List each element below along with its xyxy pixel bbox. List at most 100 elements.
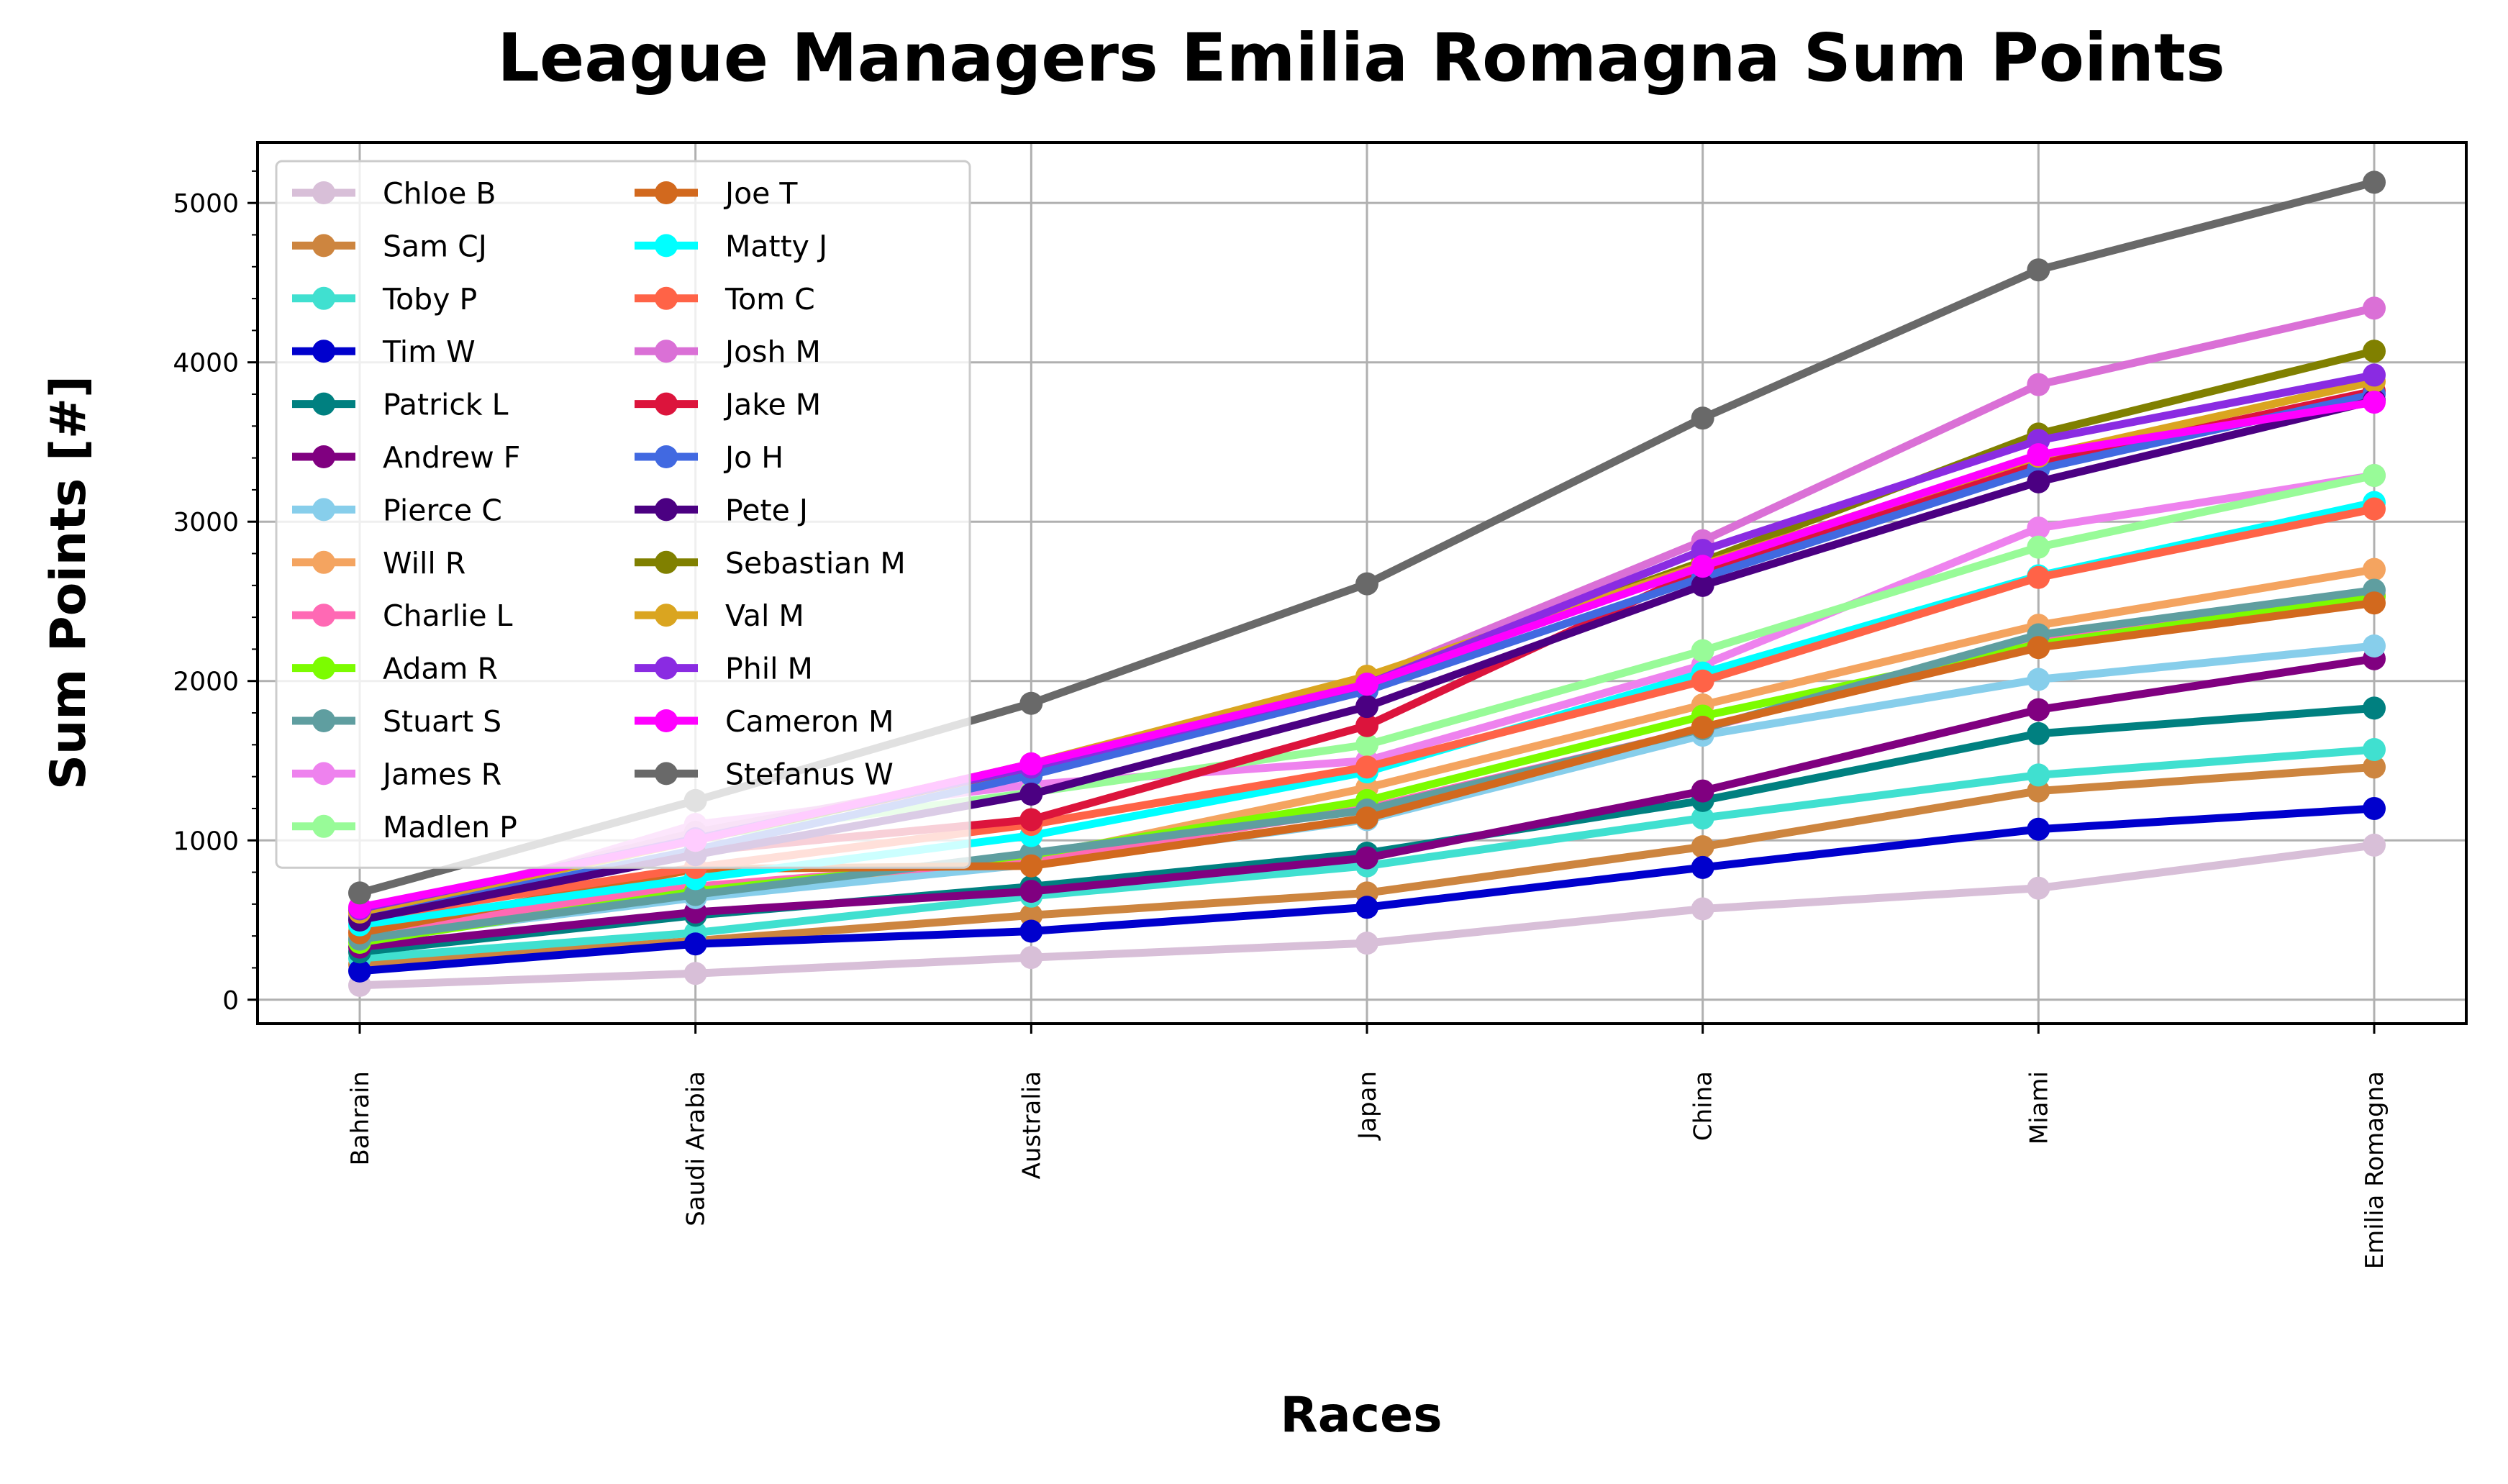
legend-entry: Phil M	[635, 652, 813, 686]
data-point	[2363, 755, 2386, 779]
data-point	[2363, 391, 2386, 414]
legend-swatch-marker	[312, 656, 335, 680]
legend-swatch-marker	[312, 392, 335, 416]
data-point	[1355, 673, 1378, 696]
data-point	[1691, 897, 1714, 921]
y-axis-label: Sum Points [#]	[40, 375, 97, 790]
legend-swatch-marker	[655, 550, 678, 574]
data-point	[2027, 373, 2050, 396]
data-point	[2027, 876, 2050, 900]
legend-label: Charlie L	[383, 598, 513, 633]
data-point	[1691, 639, 1714, 663]
data-point	[348, 881, 371, 905]
legend-label: Madlen P	[383, 810, 517, 845]
data-point	[2363, 833, 2386, 857]
legend-entry: James R	[292, 757, 501, 791]
legend-swatch-marker	[312, 550, 335, 574]
legend-swatch-marker	[312, 286, 335, 310]
legend-swatch-marker	[655, 392, 678, 416]
legend-label: Stefanus W	[725, 757, 894, 791]
data-point	[1355, 714, 1378, 737]
legend-label: Jo H	[723, 440, 783, 475]
data-point	[683, 962, 707, 985]
legend-swatch-marker	[655, 498, 678, 522]
legend-swatch-marker	[655, 445, 678, 468]
legend-entry: Andrew F	[292, 440, 520, 475]
data-point	[2363, 591, 2386, 615]
data-point	[2363, 796, 2386, 820]
data-point	[2027, 668, 2050, 691]
data-point	[2363, 463, 2386, 487]
data-point	[1019, 854, 1043, 878]
data-point	[1691, 715, 1714, 739]
data-point	[2363, 557, 2386, 581]
legend-entry: Stuart S	[292, 704, 501, 739]
x-tick-label: Miami	[2025, 1071, 2053, 1144]
legend-entry: Joe T	[635, 176, 798, 211]
data-point	[2027, 817, 2050, 841]
data-point	[1355, 695, 1378, 719]
legend-label: James R	[381, 757, 501, 791]
data-point	[2363, 696, 2386, 720]
x-tick-label: Australia	[1017, 1071, 1046, 1179]
legend-label: Phil M	[725, 652, 813, 686]
legend-swatch-marker	[655, 762, 678, 786]
legend-label: Pierce C	[383, 493, 502, 527]
legend-entry: Cameron M	[635, 704, 894, 739]
legend-swatch-marker	[312, 604, 335, 627]
x-axis-label: Races	[1280, 1387, 1442, 1444]
data-point	[1691, 806, 1714, 830]
data-point	[1355, 846, 1378, 870]
data-point	[1019, 808, 1043, 832]
data-point	[2363, 634, 2386, 657]
legend-label: Sam CJ	[383, 229, 487, 263]
legend-swatch-marker	[655, 340, 678, 363]
series-tim-w	[348, 796, 2386, 983]
x-tick-label: China	[1689, 1071, 1718, 1141]
data-point	[1691, 835, 1714, 859]
data-point	[1355, 932, 1378, 955]
legend-label: Stuart S	[383, 704, 501, 739]
data-point	[1355, 755, 1378, 779]
y-tick-label: 2000	[173, 668, 239, 697]
data-point	[1019, 783, 1043, 806]
data-point	[2027, 779, 2050, 803]
y-tick-label: 0	[222, 986, 239, 1016]
plot-frame	[256, 141, 2468, 1025]
data-point	[1691, 573, 1714, 597]
data-point	[2363, 296, 2386, 320]
legend-entry: Matty J	[635, 229, 827, 263]
legend-entry: Sebastian M	[635, 546, 906, 581]
legend-label: Jake M	[723, 388, 821, 422]
y-tick-label: 5000	[173, 189, 239, 219]
data-point	[1355, 733, 1378, 757]
legend-entry: Patrick L	[292, 388, 509, 422]
x-axis: Bahrain Saudi Arabia Australia Japan China Mi…	[346, 1024, 2389, 1269]
data-point	[2027, 636, 2050, 660]
legend: Chloe B Sam CJ Toby P Tim W Patrick L Andrew …	[275, 160, 971, 869]
legend-label: Matty J	[725, 229, 827, 263]
series-andrew-f	[348, 647, 2386, 959]
data-point	[1019, 691, 1043, 715]
data-point	[1019, 919, 1043, 943]
legend-swatch-marker	[312, 234, 335, 258]
data-point	[1019, 752, 1043, 775]
data-point	[2027, 763, 2050, 787]
data-point	[1355, 806, 1378, 830]
y-tick-label: 3000	[173, 508, 239, 537]
legend-label: Chloe B	[383, 176, 496, 211]
legend-swatch-marker	[655, 234, 678, 258]
legend-entry: Chloe B	[292, 176, 496, 211]
data-point	[1691, 406, 1714, 430]
data-point	[2027, 698, 2050, 721]
legend-label: Tim W	[382, 334, 476, 369]
legend-entry: Tim W	[292, 334, 476, 369]
legend-label: Sebastian M	[725, 546, 906, 581]
legend-entry: Jake M	[635, 388, 821, 422]
legend-swatch-marker	[655, 181, 678, 204]
legend-label: Joe T	[723, 176, 798, 211]
data-point	[2363, 737, 2386, 761]
legend-entry: Tom C	[635, 282, 815, 317]
legend-entry: Will R	[292, 546, 465, 581]
data-point	[1019, 946, 1043, 970]
